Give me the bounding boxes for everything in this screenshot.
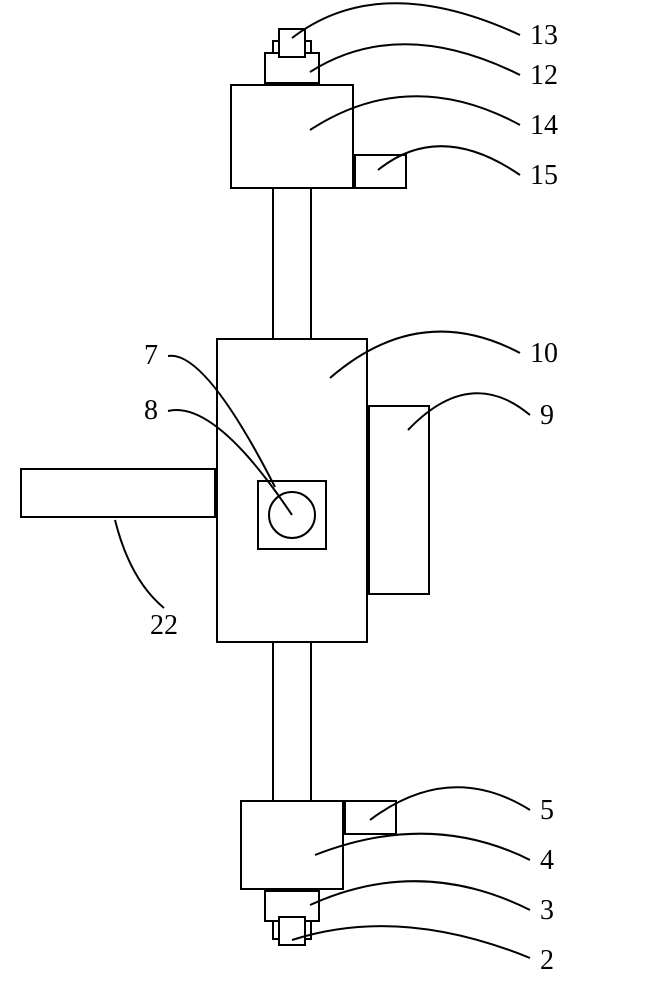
leader-layer [0, 0, 661, 1000]
label-12: 12 [530, 60, 558, 92]
label-14: 14 [530, 110, 558, 142]
label-5: 5 [540, 795, 554, 827]
label-22: 22 [150, 610, 178, 642]
label-10: 10 [530, 338, 558, 370]
label-4: 4 [540, 845, 554, 877]
label-8: 8 [144, 395, 158, 427]
label-7: 7 [144, 340, 158, 372]
label-15: 15 [530, 160, 558, 192]
label-9: 9 [540, 400, 554, 432]
label-3: 3 [540, 895, 554, 927]
label-2: 2 [540, 945, 554, 977]
label-13: 13 [530, 20, 558, 52]
